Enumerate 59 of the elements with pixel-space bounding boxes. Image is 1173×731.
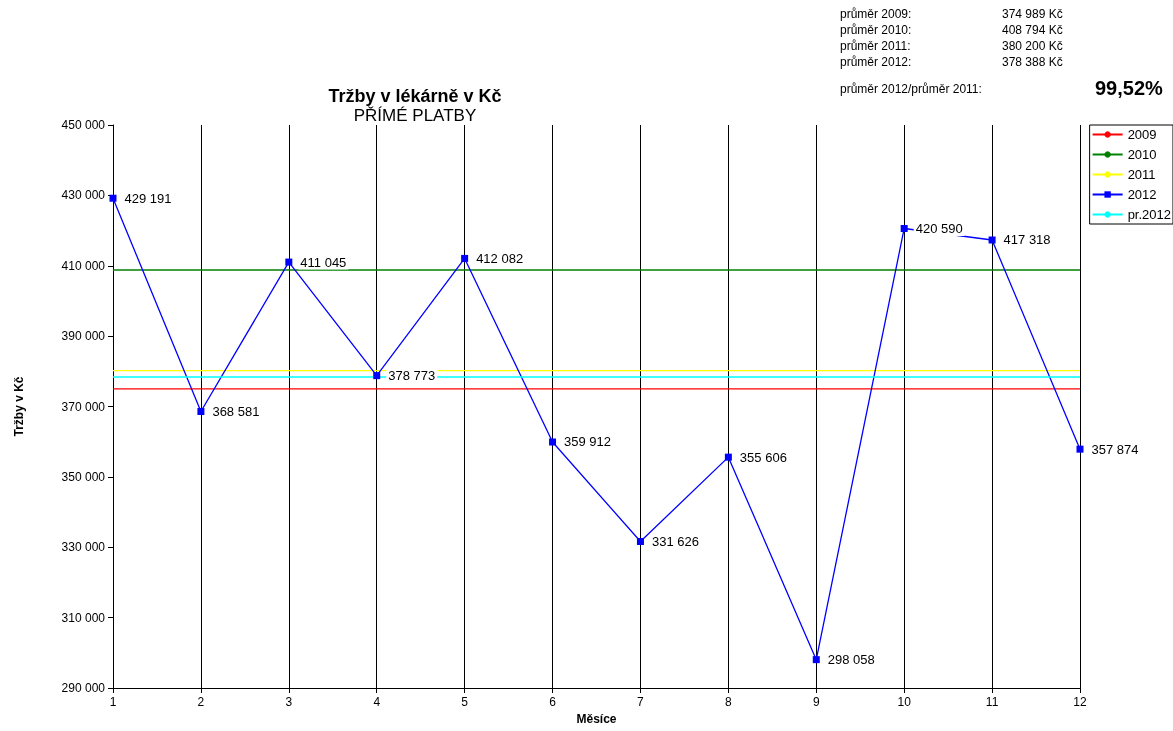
x-tick-label: 1 xyxy=(109,695,117,709)
legend-label: pr.2012 xyxy=(1127,207,1171,222)
point xyxy=(373,372,381,380)
point xyxy=(988,236,996,244)
text: průměr 2012/průměr 2011: 99,52% xyxy=(840,77,1163,99)
y-tick-label: 410 000 xyxy=(61,258,106,273)
point xyxy=(549,438,557,446)
data-label: 412 082 xyxy=(476,250,524,266)
x-tick-label: 4 xyxy=(373,695,381,709)
y-tick-label: 310 000 xyxy=(61,610,106,625)
data-label: 420 590 xyxy=(915,220,963,236)
point xyxy=(724,453,732,461)
y-tick-label: 390 000 xyxy=(61,329,106,344)
x-axis-title: Měsíce xyxy=(576,711,617,726)
x-tick-label: 12 xyxy=(1073,695,1087,709)
chart-subtitle: PŘÍMÉ PLATBY xyxy=(353,106,477,125)
point xyxy=(285,258,293,266)
y-tick-label: 330 000 xyxy=(61,540,106,555)
x-tick-label: 10 xyxy=(897,695,912,709)
point xyxy=(197,407,205,415)
data-label: 357 874 xyxy=(1091,441,1139,457)
point xyxy=(900,224,908,232)
x-tick-label: 2 xyxy=(197,695,205,709)
legend-label: 2011 xyxy=(1127,167,1156,182)
y-tick-label: 430 000 xyxy=(61,188,106,203)
legend-label: 2009 xyxy=(1127,127,1157,142)
x-tick-label: 9 xyxy=(812,695,820,709)
x-tick-label: 6 xyxy=(549,695,557,709)
legend-label: 2012 xyxy=(1127,187,1157,202)
point xyxy=(1076,445,1084,453)
point xyxy=(812,656,820,664)
y-tick-label: 450 000 xyxy=(61,118,106,132)
x-tick-label: 7 xyxy=(637,695,645,709)
legend-label: 2010 xyxy=(1127,147,1157,162)
chart-title: Tržby v lékárně v Kč xyxy=(328,86,502,106)
point xyxy=(461,254,469,262)
x-tick-label: 8 xyxy=(725,695,733,709)
text: průměr 2009: 374 989 Kč xyxy=(840,7,1063,21)
data-label: 368 581 xyxy=(212,403,260,419)
text: průměr 2012: 378 388 Kč xyxy=(840,55,1063,69)
data-label: 298 058 xyxy=(827,652,875,668)
point xyxy=(109,194,117,202)
point xyxy=(636,538,644,546)
y-tick-label: 350 000 xyxy=(61,469,106,484)
data-label: 411 045 xyxy=(300,254,347,270)
data-label: 359 912 xyxy=(564,434,612,450)
x-tick-label: 5 xyxy=(461,695,469,709)
data-label: 378 773 xyxy=(388,368,436,384)
data-label: 355 606 xyxy=(739,449,787,465)
x-tick-label: 3 xyxy=(285,695,293,709)
data-label: 331 626 xyxy=(651,534,699,550)
text: průměr 2010: 408 794 Kč xyxy=(840,23,1063,37)
text: průměr 2011: 380 200 Kč xyxy=(840,39,1063,53)
y-tick-label: 290 000 xyxy=(61,681,106,695)
data-label: 417 318 xyxy=(1003,232,1051,248)
data-label: 429 191 xyxy=(124,190,172,206)
y-axis-title: Tržby v Kč xyxy=(12,376,26,437)
x-tick-label: 11 xyxy=(985,695,999,709)
y-tick-label: 370 000 xyxy=(61,399,106,414)
